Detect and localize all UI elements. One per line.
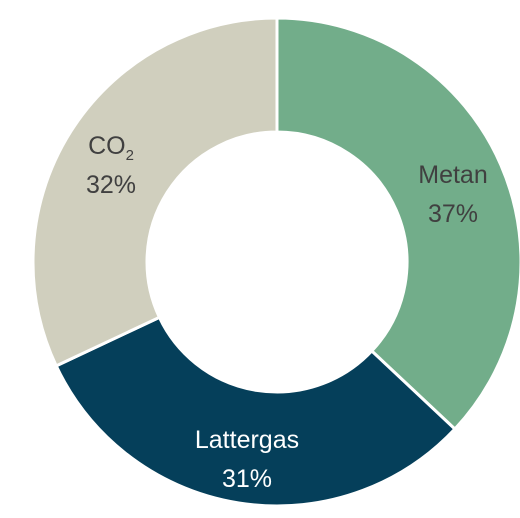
slice-label-metan-name: Metan (418, 161, 487, 189)
slice-label-co2-name: CO2 (88, 132, 134, 164)
slice-label-metan-value: 37% (428, 200, 478, 228)
co2-subscript: 2 (126, 147, 134, 164)
slice-lattergas (54, 315, 457, 508)
chart-slices (31, 16, 520, 508)
slice-label-co2-value: 32% (86, 171, 136, 199)
co2-main-text: CO (88, 132, 126, 160)
slice-label-lattergas-value: 31% (222, 465, 272, 493)
slice-label-lattergas-name: Lattergas (195, 426, 299, 454)
slice-metan (275, 16, 520, 432)
slice-co2 (31, 16, 279, 368)
